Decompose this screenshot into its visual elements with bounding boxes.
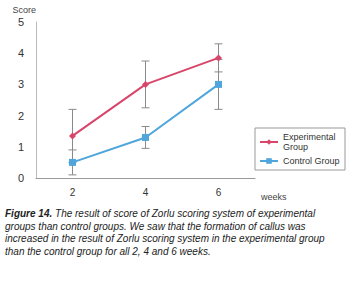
svg-text:4: 4 (18, 47, 24, 59)
svg-text:2: 2 (70, 187, 76, 198)
svg-text:2: 2 (18, 110, 24, 122)
svg-text:5: 5 (18, 16, 24, 28)
svg-text:Experimental: Experimental (283, 132, 338, 142)
svg-text:weeks: weeks (260, 192, 287, 202)
svg-text:Score: Score (12, 5, 36, 15)
svg-text:6: 6 (216, 187, 222, 198)
svg-text:4: 4 (143, 187, 149, 198)
svg-text:1: 1 (18, 141, 24, 153)
svg-text:Group: Group (283, 142, 308, 152)
svg-text:0: 0 (18, 172, 24, 184)
svg-text:Control Group: Control Group (283, 156, 340, 166)
svg-text:3: 3 (18, 78, 24, 90)
html-text:Figure 14. The result of score: Figure 14. The result of score of Zorlu … (5, 208, 325, 257)
